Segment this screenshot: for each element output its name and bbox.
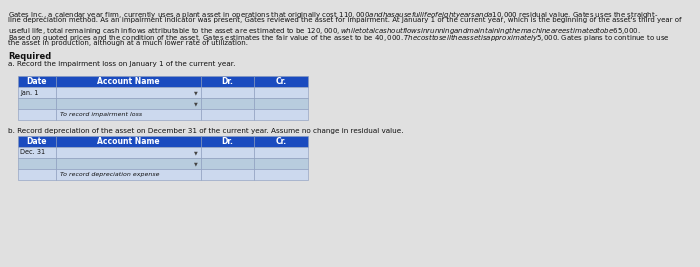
Text: b. Record depreciation of the asset on December 31 of the current year. Assume n: b. Record depreciation of the asset on D… [8,128,403,134]
Text: ▼: ▼ [194,90,197,95]
Text: Jan. 1: Jan. 1 [20,89,38,96]
Bar [18,147,56,158]
Text: To record impairment loss: To record impairment loss [60,112,142,117]
Bar [18,87,56,98]
Bar [254,136,308,147]
Bar [254,147,308,158]
Bar [18,136,56,147]
Bar [56,169,201,180]
Bar [254,169,308,180]
Bar [56,109,201,120]
Bar [201,76,254,87]
Text: the asset in production, although at a much lower rate of utilization.: the asset in production, although at a m… [8,40,248,46]
Text: Required: Required [8,52,51,61]
Bar [18,109,56,120]
Text: Cr.: Cr. [276,77,287,86]
Bar [254,158,308,169]
Bar [18,98,56,109]
Bar [254,98,308,109]
Text: Date: Date [27,137,47,146]
Bar [254,109,308,120]
Bar [18,169,56,180]
Text: Gates Inc., a calendar year firm, currently uses a plant asset in operations tha: Gates Inc., a calendar year firm, curren… [8,9,658,20]
Text: Dec. 31: Dec. 31 [20,150,45,155]
Text: line depreciation method. As an impairment indicator was present, Gates reviewed: line depreciation method. As an impairme… [8,17,682,23]
Bar [201,158,254,169]
Bar [56,147,201,158]
Bar [201,109,254,120]
Bar [56,76,201,87]
Text: Date: Date [27,77,47,86]
Bar [201,147,254,158]
Bar [201,87,254,98]
Bar [254,87,308,98]
Bar [18,76,56,87]
Text: To record depreciation expense: To record depreciation expense [60,172,159,177]
Bar [56,136,201,147]
Text: Dr.: Dr. [222,137,234,146]
Text: Account Name: Account Name [97,77,160,86]
Bar [18,158,56,169]
Text: Account Name: Account Name [97,137,160,146]
Text: a. Record the impairment loss on January 1 of the current year.: a. Record the impairment loss on January… [8,61,235,67]
Text: ▼: ▼ [194,101,197,106]
Bar [56,158,201,169]
Bar [201,136,254,147]
Text: ▼: ▼ [194,150,197,155]
Bar [56,87,201,98]
Text: Dr.: Dr. [222,77,234,86]
Bar [254,76,308,87]
Bar [201,169,254,180]
Bar [56,98,201,109]
Bar [201,98,254,109]
Text: Cr.: Cr. [276,137,287,146]
Text: Based on quoted prices and the condition of the asset, Gates estimates the fair : Based on quoted prices and the condition… [8,32,670,44]
Text: ▼: ▼ [194,161,197,166]
Text: useful life, total remaining cash inflows attributable to the asset are estimate: useful life, total remaining cash inflow… [8,25,641,36]
